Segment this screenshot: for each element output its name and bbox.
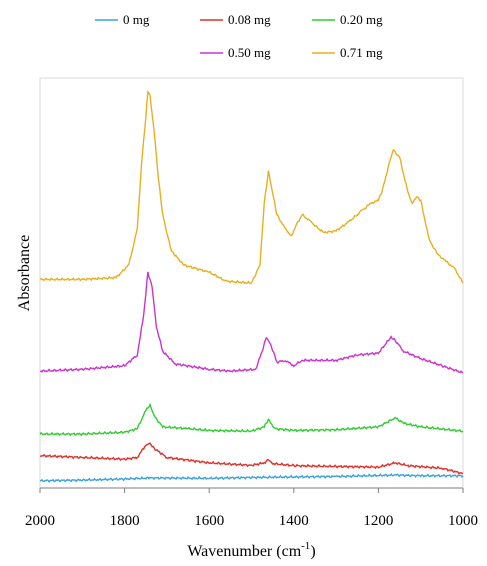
x-axis-label-unit: cm [282,543,302,560]
series-line-0-50-mg [39,271,464,374]
x-axis-label-exponent: -1 [301,540,310,552]
series-line-0-08-mg [40,442,464,475]
x-tick-label: 1800 [110,513,140,529]
legend-label: 0.08 mg [228,12,271,27]
series-line-0-71-mg [39,90,464,285]
series-group [39,90,464,483]
x-tick-label: 1000 [448,513,478,529]
x-ticks: 2000 1800 1600 1400 1200 1000 [25,488,478,529]
legend-label: 0.20 mg [340,12,383,27]
x-axis-label: Wavenumber (cm-1) [187,540,315,560]
legend: 0 mg 0.08 mg 0.20 mg 0.50 mg 0.71 mg [95,12,383,60]
y-axis-label: Absorbance [16,235,33,311]
x-tick-label: 2000 [25,513,55,529]
series-line-0-mg [39,472,464,483]
x-tick-label: 1600 [194,513,224,529]
legend-label: 0 mg [123,12,150,27]
x-tick-label: 1400 [279,513,309,529]
x-axis-label-name: Wavenumber [187,543,273,560]
x-axis-label-open: ( [272,543,281,560]
x-axis-label-close: ) [310,543,315,560]
x-tick-label: 1200 [363,513,393,529]
legend-label: 0.50 mg [228,45,271,60]
series-line-0-20-mg [39,402,464,437]
legend-label: 0.71 mg [340,45,383,60]
